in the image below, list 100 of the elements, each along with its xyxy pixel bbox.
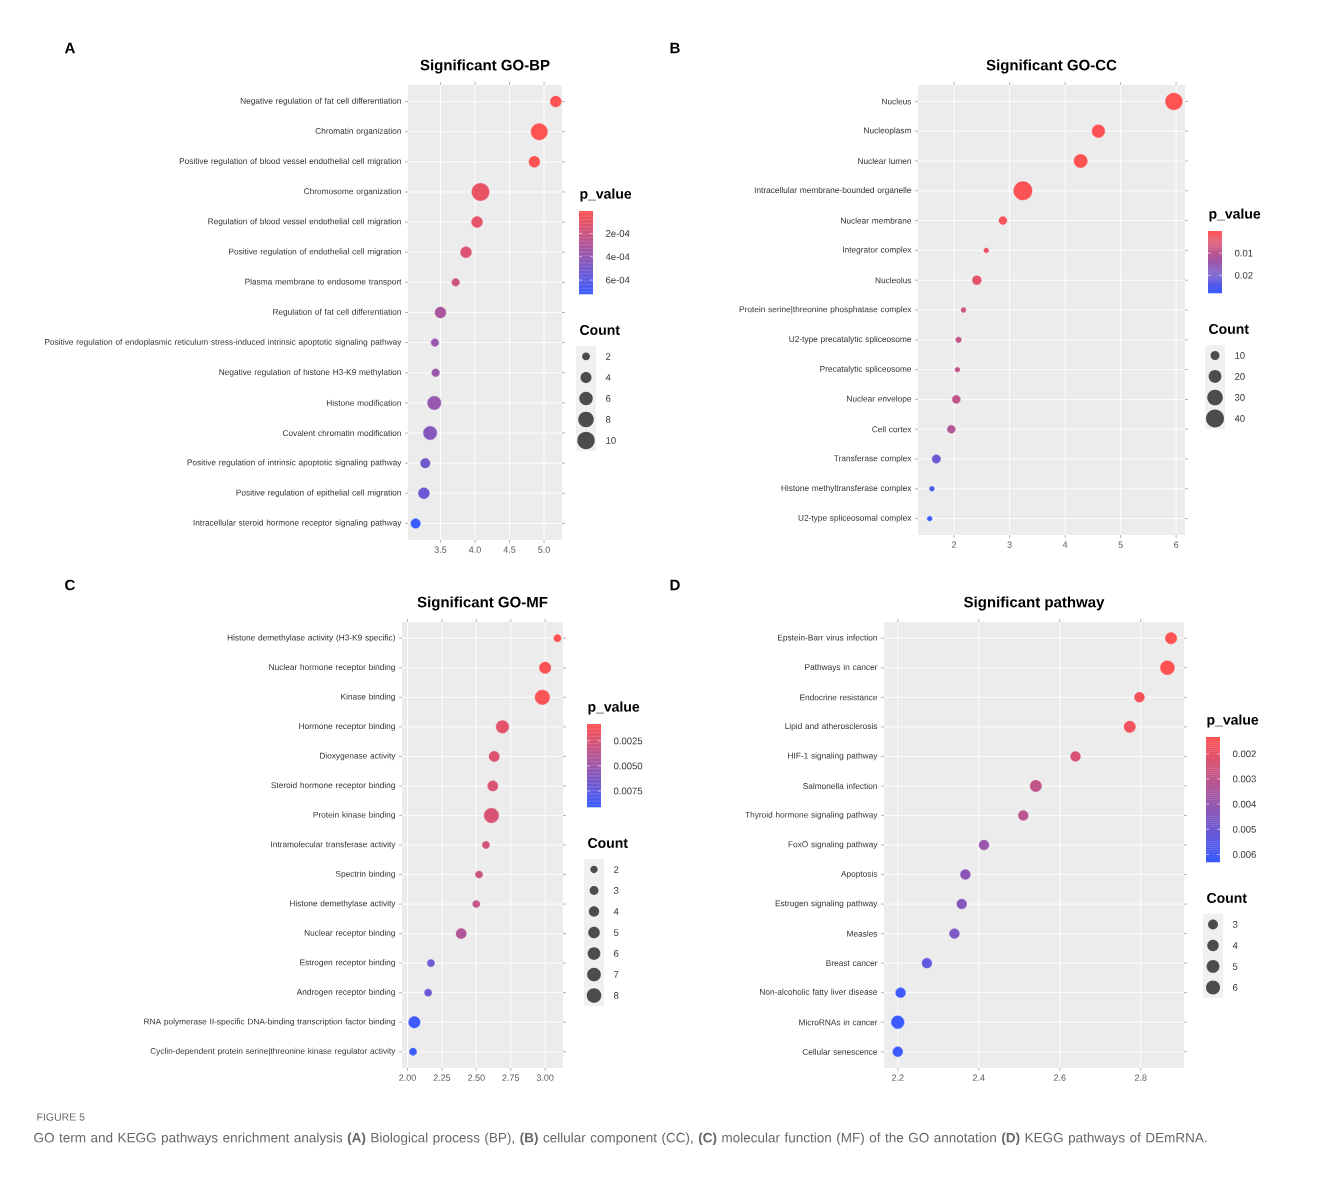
chart-title: Significant GO-CC — [986, 59, 1117, 74]
legend-label: 40 — [1234, 415, 1245, 422]
y-tick-label: Nucleoplasm — [864, 127, 911, 136]
y-tick-label: Nuclear lumen — [858, 157, 911, 165]
y-tick-label: Intracellular membrane-bounded organelle — [754, 186, 912, 195]
y-tick-label: Cyclin-dependent protein serine|threonine kinase regulator activity — [150, 1047, 396, 1056]
y-tick-label: Nuclear receptor binding — [304, 929, 395, 938]
color-bar-label: 0.005 — [1232, 825, 1256, 833]
y-tick-label: Epstein-Barr virus infection — [778, 634, 877, 643]
y-tick-label: Cell cortex — [872, 426, 912, 433]
legend-label: 2 — [614, 866, 619, 873]
y-tick-label: Positive regulation of epithelial cell migration — [236, 489, 401, 498]
x-tick-label: 2.4 — [972, 1074, 985, 1081]
x-tick-label: 2.00 — [399, 1074, 416, 1081]
y-tick-label: Measles — [847, 930, 878, 937]
y-tick-label: Intramolecular transferase activity — [271, 841, 396, 849]
caption: FIGURE 5 — [37, 1113, 85, 1121]
x-tick-label: 4.0 — [468, 546, 481, 553]
color-bar-label: 0.0075 — [613, 787, 643, 795]
y-tick-label: Chromosome organization — [304, 188, 401, 196]
legend-label: 20 — [1235, 373, 1245, 380]
color-bar-title: p_value — [588, 701, 640, 715]
chart-title: Significant GO-MF — [417, 596, 548, 611]
text: GO term and KEGG pathways enrichment analysis (A) Biological process (BP), (B) cellular component (CC), (C) molecular function (MF) of the GO annotation (D) KEGG pathways of DEmRNA. — [34, 1132, 1207, 1146]
y-tick-label: Precatalytic spliceosome — [820, 365, 912, 374]
y-tick-label: Positive regulation of endothelial cell migration — [229, 248, 401, 257]
color-bar-title: p_value — [1209, 208, 1261, 222]
y-tick-label: U2-type precatalytic spliceosome — [789, 335, 912, 344]
y-tick-label: Pathways in cancer — [805, 663, 878, 672]
x-tick-label: 6 — [1174, 541, 1179, 548]
y-tick-label: Nuclear hormone receptor binding — [269, 663, 395, 672]
y-tick-label: Intracellular steroid hormone receptor signaling pathway — [193, 519, 402, 528]
color-bar-label: 0.003 — [1232, 775, 1256, 783]
y-tick-label: Negative regulation of fat cell differentiation — [240, 97, 401, 106]
y-tick-label: Nuclear envelope — [847, 395, 912, 404]
y-tick-label: Chromatin organization — [315, 127, 401, 136]
y-tick-label: Dioxygenase activity — [320, 752, 396, 761]
chart-title: Significant pathway — [964, 596, 1105, 611]
y-tick-label: HIF-1 signaling pathway — [788, 752, 878, 761]
x-tick-label: 2.2 — [891, 1074, 904, 1081]
legend-title: Count — [588, 838, 628, 848]
x-tick-label: 4 — [1062, 541, 1068, 548]
color-bar-label: 0.002 — [1232, 750, 1256, 758]
y-tick-label: Histone methyltransferase complex — [781, 484, 912, 493]
text: D — [670, 579, 680, 591]
y-tick-label: Histone demethylase activity (H3-K9 specific) — [227, 634, 395, 643]
x-tick-label: 3 — [1007, 541, 1012, 548]
legend-label: 2 — [606, 353, 611, 360]
x-tick-label: 2.50 — [468, 1074, 485, 1081]
legend-label: 6 — [1233, 984, 1238, 991]
color-bar-label: 2e-04 — [606, 230, 630, 237]
y-tick-label: Apoptosis — [841, 870, 878, 879]
y-tick-label: Cellular senescence — [802, 1048, 878, 1055]
chart-title: Significant GO-BP — [420, 59, 550, 74]
y-tick-label: Non-alcoholic fatty liver disease — [760, 988, 878, 997]
x-tick-label: 3.5 — [434, 546, 447, 553]
x-tick-label: 4.5 — [503, 546, 516, 553]
x-tick-label: 5.0 — [538, 546, 550, 553]
legend-label: 5 — [1232, 963, 1238, 970]
y-tick-label: Regulation of fat cell differentiation — [273, 308, 401, 317]
legend-label: 8 — [605, 416, 611, 423]
y-tick-label: Plasma membrane to endosome transport — [245, 278, 402, 287]
y-tick-label: Estrogen receptor binding — [300, 959, 395, 968]
y-tick-label: Kinase binding — [341, 693, 395, 702]
legend-label: 5 — [613, 929, 619, 936]
y-tick-label: Negative regulation of histone H3-K9 methylation — [219, 368, 401, 377]
y-tick-label: Thyroid hormone signaling pathway — [745, 811, 878, 820]
y-tick-label: Nuclear membrane — [841, 217, 912, 224]
y-tick-label: Positive regulation of blood vessel endothelial cell migration — [179, 157, 401, 166]
legend-label: 3 — [613, 887, 619, 894]
text: A — [64, 42, 75, 54]
y-tick-label: Hormone receptor binding — [299, 722, 395, 731]
y-tick-label: Histone modification — [326, 399, 401, 406]
text: B — [670, 42, 680, 54]
y-tick-label: Histone demethylase activity — [290, 900, 396, 908]
y-tick-label: Salmonella infection — [803, 782, 877, 789]
text: C — [65, 579, 75, 591]
color-bar-label: 0.0025 — [613, 737, 643, 745]
color-bar-label: 0.004 — [1232, 800, 1257, 808]
legend-label: 10 — [1235, 352, 1245, 359]
legend-label: 8 — [613, 992, 619, 999]
y-tick-label: RNA polymerase II-specific DNA-binding transcription factor binding — [144, 1018, 395, 1027]
y-tick-label: MicroRNAs in cancer — [799, 1019, 878, 1026]
x-tick-label: 2.25 — [433, 1074, 451, 1081]
y-tick-label: Steroid hormone receptor binding — [271, 782, 395, 790]
x-tick-label: 2.75 — [502, 1074, 520, 1081]
y-tick-label: Nucleolus — [875, 277, 912, 284]
y-tick-label: Protein kinase binding — [313, 811, 395, 820]
color-bar-label: 6e-04 — [606, 276, 630, 284]
legend-label: 30 — [1234, 394, 1245, 401]
y-tick-label: Androgen receptor binding — [296, 988, 395, 997]
color-bar-label: 4e-04 — [605, 253, 630, 261]
y-tick-label: Breast cancer — [826, 960, 878, 967]
y-tick-label: Regulation of blood vessel endothelial cell migration — [208, 218, 401, 226]
x-tick-label: 3.00 — [536, 1074, 554, 1081]
legend-label: 3 — [1232, 921, 1238, 928]
y-tick-label: Lipid and atherosclerosis — [785, 722, 878, 731]
color-bar-label: 0.02 — [1234, 271, 1253, 279]
x-tick-label: 2.6 — [1053, 1074, 1066, 1081]
legend-label: 4 — [605, 374, 611, 381]
